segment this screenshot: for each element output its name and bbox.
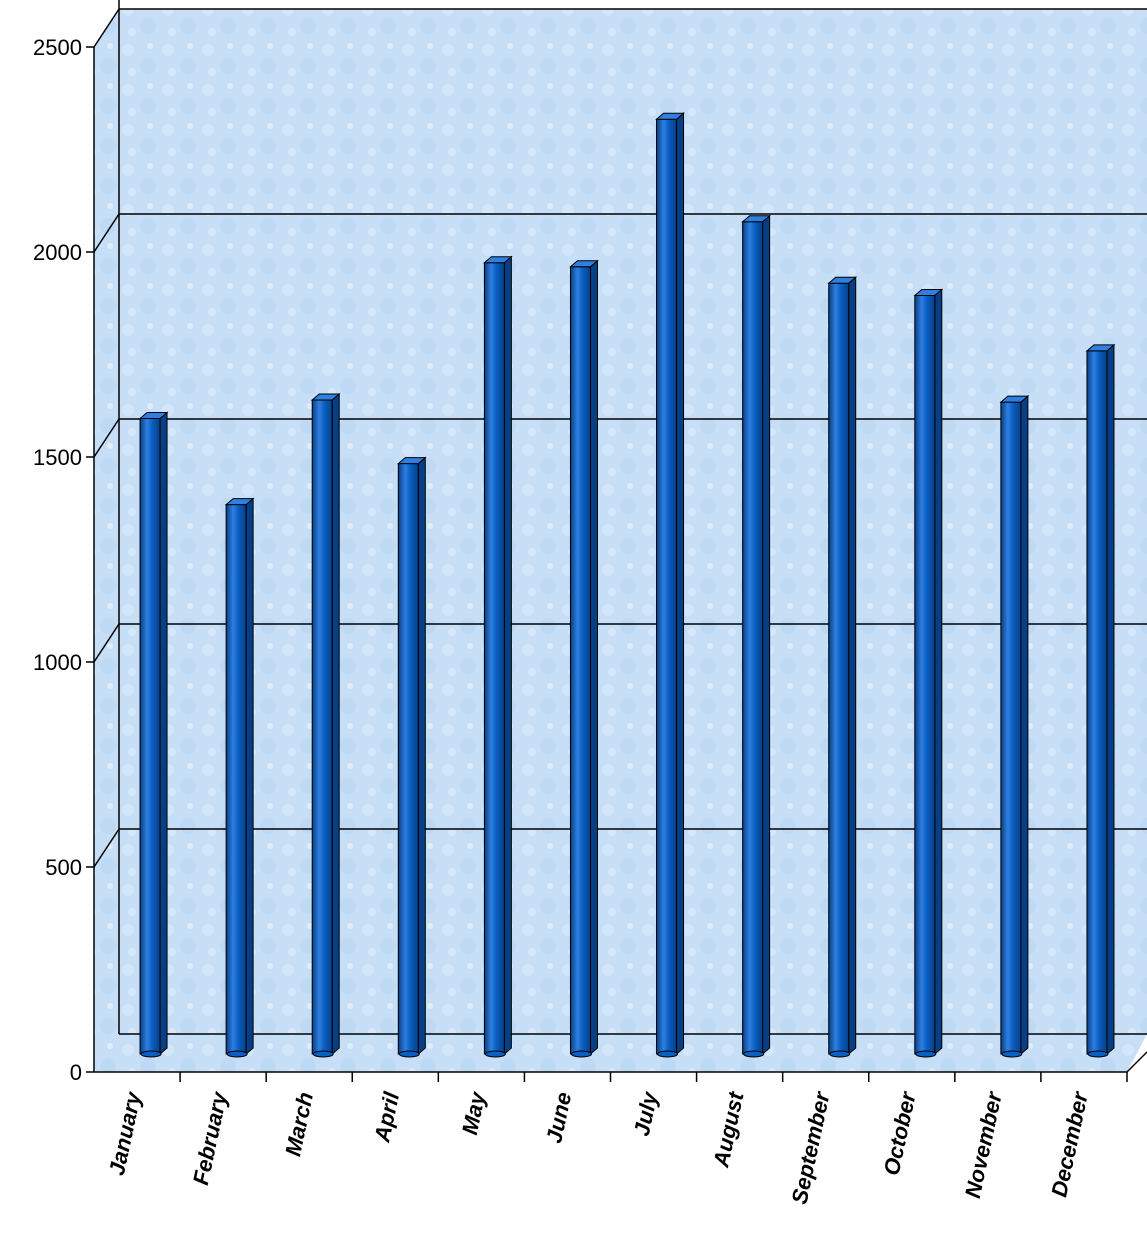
y-tick-label-0: 0	[70, 1060, 82, 1085]
bar-march	[310, 392, 341, 1058]
bars	[138, 112, 1116, 1058]
gridline-side-500	[93, 828, 120, 868]
bar-front	[742, 221, 764, 1055]
x-tick-label-september: September	[787, 1088, 835, 1206]
bar-front	[225, 504, 247, 1055]
y-tick-label-2500: 2500	[33, 35, 82, 60]
bar-top	[827, 276, 858, 284]
bar-top	[138, 412, 169, 419]
x-tick-label-june: June	[541, 1090, 576, 1145]
x-tick-label-august: August	[708, 1088, 749, 1170]
x-tick-label-may: May	[457, 1088, 491, 1137]
bar-october	[913, 288, 944, 1058]
y-tick-label-500: 500	[45, 855, 82, 880]
bar-january	[138, 411, 169, 1058]
bar-top	[569, 260, 599, 268]
x-tick-label-december: December	[1046, 1088, 1093, 1199]
x-tick-label-october: October	[879, 1088, 921, 1177]
x-axis-ticks: January February March April May June July Augu…	[104, 1072, 1128, 1206]
bar-base	[570, 1050, 592, 1058]
bar-front	[139, 418, 161, 1055]
bar-front	[311, 399, 333, 1055]
chart-walls	[94, 9, 1147, 1072]
x-tick-label-january: January	[104, 1088, 146, 1177]
bar-november	[999, 395, 1030, 1058]
bar-base	[915, 1050, 937, 1058]
bar-top	[1085, 344, 1116, 352]
bar-top	[655, 112, 685, 120]
bar-front	[483, 262, 505, 1055]
x-tick-label-april: April	[369, 1089, 404, 1145]
x-tick-label-february: February	[188, 1088, 232, 1187]
bar-side	[1106, 343, 1115, 1056]
bar-base	[657, 1050, 679, 1058]
bar-side	[762, 214, 771, 1056]
bar-side	[676, 112, 685, 1056]
bar-top	[741, 215, 771, 223]
bar-base	[743, 1050, 765, 1058]
gridline-side-1000	[93, 623, 120, 663]
bar-side	[848, 276, 857, 1056]
bar-top	[483, 256, 513, 264]
gridline-side-2500	[93, 8, 120, 48]
bar-top	[913, 289, 944, 296]
floor	[94, 1034, 1147, 1072]
floor-right-edge	[1126, 1051, 1147, 1073]
bar-top	[999, 395, 1030, 403]
bar-july	[655, 112, 685, 1058]
gridlines	[93, 8, 1147, 1035]
y-tick-label-2000: 2000	[33, 240, 82, 265]
bar-side	[503, 255, 512, 1056]
bar-side	[245, 497, 254, 1056]
back-wall	[119, 9, 1147, 1034]
bar-front	[828, 282, 850, 1055]
side-wall	[94, 9, 119, 1072]
y-tick-label-1000: 1000	[33, 650, 82, 675]
bar-side	[1020, 395, 1029, 1056]
bar-side	[159, 411, 168, 1056]
y-axis-ticks: 0 500 1000 1500 2000 2500	[33, 35, 94, 1085]
bar-front	[1086, 350, 1108, 1055]
bar-base	[312, 1050, 334, 1058]
bar-side	[331, 392, 340, 1056]
bar-side	[589, 259, 598, 1056]
bar-front	[397, 463, 419, 1055]
bar-february	[224, 497, 255, 1058]
bar-base	[398, 1050, 420, 1058]
bar-base	[484, 1050, 506, 1058]
bar-may	[483, 255, 513, 1058]
bar-top	[396, 457, 427, 465]
bar-side	[934, 288, 943, 1056]
bar-base	[1001, 1050, 1023, 1058]
bar-front	[656, 118, 678, 1055]
gridline-side-2000	[93, 213, 120, 253]
bar-april	[396, 456, 427, 1058]
bar-september	[827, 276, 858, 1058]
bar-side	[417, 456, 426, 1056]
x-tick-label-july: July	[629, 1088, 663, 1138]
bar-front	[569, 266, 591, 1055]
bar-base	[140, 1050, 162, 1058]
bar-august	[741, 214, 771, 1058]
gridline-side-1500	[93, 418, 120, 458]
y-tick-label-1500: 1500	[33, 445, 82, 470]
bar-base	[829, 1050, 851, 1058]
bar-front	[1000, 401, 1022, 1055]
bar-top	[310, 393, 341, 401]
x-tick-label-march: March	[280, 1090, 318, 1159]
bar-june	[569, 259, 599, 1058]
bar-front	[914, 295, 936, 1055]
bar-top	[224, 498, 255, 506]
bar-base	[226, 1050, 248, 1058]
x-tick-label-november: November	[960, 1088, 1007, 1200]
bar-december	[1085, 343, 1116, 1058]
bar-base	[1087, 1050, 1109, 1058]
